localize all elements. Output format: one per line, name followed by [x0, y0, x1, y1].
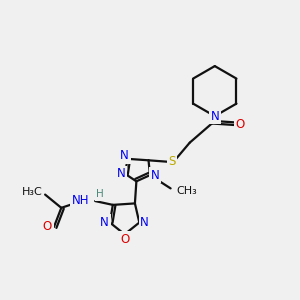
Text: N: N	[151, 169, 160, 182]
Text: N: N	[116, 167, 125, 180]
Text: O: O	[43, 220, 52, 233]
Text: CH₃: CH₃	[176, 186, 197, 196]
Text: O: O	[235, 118, 244, 131]
Text: H: H	[96, 189, 104, 199]
Text: O: O	[120, 233, 129, 246]
Text: N: N	[140, 216, 149, 229]
Text: N: N	[120, 149, 129, 162]
Text: S: S	[168, 155, 176, 168]
Text: N: N	[210, 110, 219, 123]
Text: NH: NH	[72, 194, 89, 207]
Text: H₃C: H₃C	[21, 187, 42, 196]
Text: N: N	[100, 216, 109, 229]
